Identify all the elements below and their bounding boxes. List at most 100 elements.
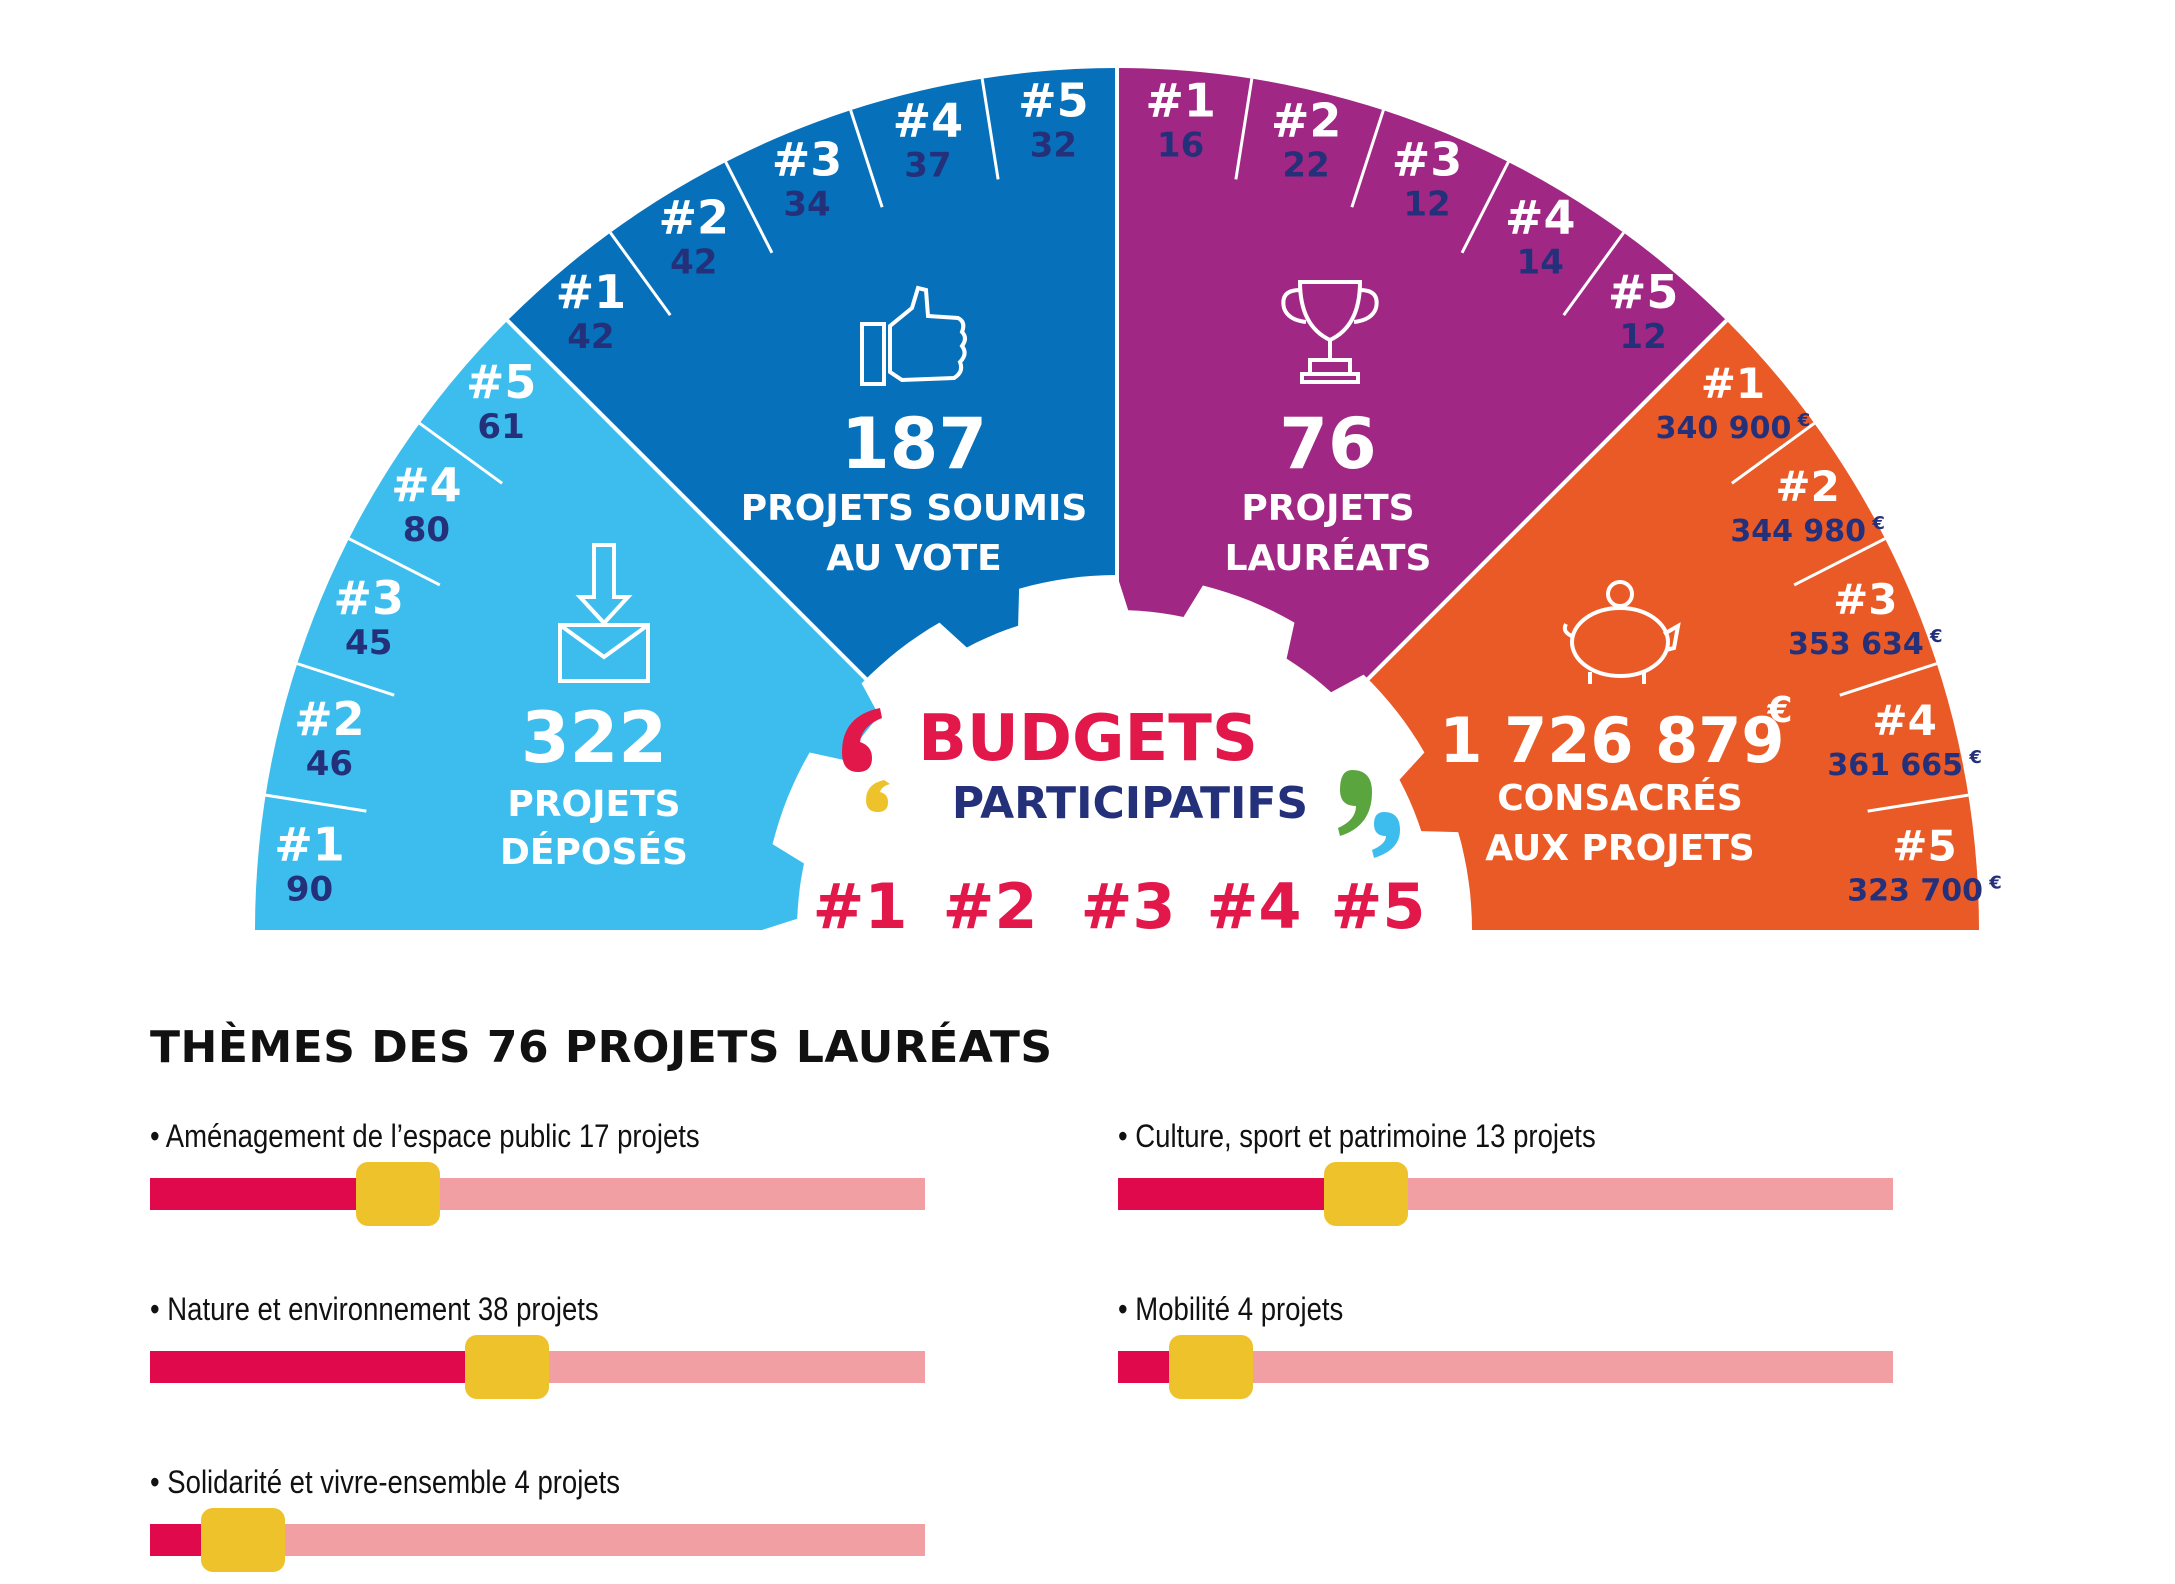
center-edition-label: #5 [1330, 870, 1425, 943]
edition-value-vote: 34 [783, 185, 830, 225]
edition-value-budget: 361 665 € [1827, 747, 1982, 783]
theme-bar-fill [1118, 1178, 1346, 1210]
laureats-line2: LAURÉATS [1225, 537, 1432, 579]
budget-fan-chart: 322 PROJETS DÉPOSÉS 187 PROJETS SOUMIS A… [255, 68, 2002, 943]
budget-total: 1 726 879 [1439, 704, 1784, 777]
edition-value-deposes: 90 [286, 869, 333, 909]
theme-label: • Solidarité et vivre-ensemble 4 projets [150, 1464, 621, 1500]
edition-currency: € [1866, 513, 1885, 534]
center-edition-label: #3 [1080, 870, 1175, 943]
edition-label-laureats: #2 [1271, 93, 1342, 147]
edition-separator [1793, 537, 1886, 587]
edition-label-budget: #1 [1701, 359, 1765, 408]
close-quote-icon [1338, 770, 1400, 858]
edition-value-budget: 323 700 € [1847, 872, 2002, 908]
theme-amenagement: • Aménagement de l’espace public 17 proj… [150, 1118, 925, 1238]
edition-value-budget: 353 634 € [1788, 626, 1943, 662]
edition-value-laureats: 22 [1282, 145, 1329, 185]
theme-bar-knob [1169, 1335, 1253, 1399]
theme-mobilite: • Mobilité 4 projets [1118, 1291, 1893, 1411]
theme-bar [1118, 1162, 1893, 1226]
edition-label-budget: #4 [1872, 696, 1936, 745]
edition-value-deposes: 61 [477, 407, 524, 447]
center-hub [762, 575, 1472, 930]
edition-separator [348, 537, 441, 587]
budgets-participatifs-logo: BUDGETS PARTICIPATIFS #1 #2 #3 #4 #5 [812, 702, 1425, 943]
edition-value-laureats: 12 [1619, 317, 1666, 357]
edition-separator [724, 161, 774, 254]
theme-bar [150, 1335, 925, 1399]
edition-value-laureats: 12 [1403, 185, 1450, 225]
edition-label-vote: #2 [659, 190, 730, 244]
edition-separator [1562, 231, 1625, 317]
laureats-line1: PROJETS [1241, 488, 1414, 529]
edition-separator [1350, 109, 1385, 208]
edition-separator [849, 109, 884, 208]
edition-separator [1839, 662, 1938, 697]
edition-label-deposes: #4 [391, 458, 462, 512]
center-edition-label: #4 [1206, 870, 1301, 943]
edition-label-deposes: #1 [274, 817, 345, 871]
edition-value-deposes: 46 [306, 744, 353, 784]
edition-label-laureats: #3 [1392, 133, 1463, 187]
theme-bar-knob [464, 1335, 549, 1399]
theme-bar-fill [150, 1178, 378, 1210]
vote-total: 187 [841, 403, 987, 485]
theme-bar [150, 1162, 925, 1226]
theme-bar [1118, 1335, 1893, 1399]
edition-separator [296, 662, 395, 697]
edition-label-budget: #5 [1892, 821, 1956, 870]
edition-label-deposes: #3 [333, 571, 404, 625]
edition-separator [1730, 422, 1816, 485]
trophy-icon [1281, 280, 1379, 384]
edition-currency: € [1791, 410, 1810, 431]
edition-value-vote: 37 [904, 145, 951, 185]
theme-solidarite: • Solidarité et vivre-ensemble 4 projets [150, 1464, 925, 1584]
theme-label: • Nature et environnement 38 projets [150, 1291, 599, 1327]
edition-value-budget: 340 900 € [1656, 410, 1811, 446]
open-quote-icon [842, 708, 890, 812]
edition-value-vote: 32 [1030, 126, 1077, 166]
budget-line1: CONSACRÉS [1497, 777, 1743, 819]
edition-value-vote: 42 [567, 317, 614, 357]
edition-label-deposes: #2 [294, 692, 365, 746]
vote-line2: AU VOTE [826, 538, 1002, 579]
edition-separator [980, 78, 1000, 180]
edition-value-budget: 344 980 € [1730, 513, 1885, 549]
theme-culture: • Culture, sport et patrimoine 13 projet… [1118, 1118, 1893, 1238]
edition-currency: € [1924, 626, 1943, 647]
edition-separator [418, 422, 504, 485]
theme-label: • Aménagement de l’espace public 17 proj… [150, 1118, 700, 1154]
edition-label-vote: #3 [772, 133, 843, 187]
edition-value-laureats: 16 [1157, 126, 1204, 166]
edition-label-vote: #1 [556, 265, 627, 319]
edition-label-laureats: #1 [1145, 74, 1216, 128]
budget-line2: AUX PROJETS [1485, 828, 1754, 869]
edition-value-deposes: 80 [403, 510, 450, 550]
laureats-total: 76 [1279, 403, 1376, 485]
edition-label-laureats: #5 [1608, 265, 1679, 319]
deposes-total: 322 [521, 697, 667, 779]
center-edition-label: #2 [942, 870, 1037, 943]
theme-label: • Culture, sport et patrimoine 13 projet… [1118, 1118, 1596, 1154]
edition-separator [1460, 161, 1510, 254]
edition-value-vote: 42 [670, 242, 717, 282]
budget-total-currency: € [1766, 690, 1792, 731]
edition-currency: € [1983, 872, 2002, 893]
logo-title-budgets: BUDGETS [918, 702, 1258, 776]
theme-bar-fill [150, 1351, 487, 1383]
themes-title: THÈMES DES 76 PROJETS LAURÉATS [150, 1022, 1053, 1073]
edition-separator [1234, 78, 1254, 180]
edition-label-budget: #2 [1775, 462, 1839, 511]
logo-title-participatifs: PARTICIPATIFS [952, 778, 1308, 829]
edition-label-deposes: #5 [466, 355, 537, 409]
center-editions: #1 #2 #3 #4 #5 [812, 870, 1425, 943]
deposes-line1: PROJETS [507, 784, 680, 825]
edition-label-budget: #3 [1833, 575, 1897, 624]
edition-separators [265, 78, 1969, 813]
edition-label-vote: #4 [893, 93, 964, 147]
edition-labels: #190#246#345#480#561#142#242#334#437#532… [274, 74, 2002, 910]
center-edition-label: #1 [812, 870, 907, 943]
edition-label-vote: #5 [1018, 74, 1089, 128]
theme-nature: • Nature et environnement 38 projets [150, 1291, 925, 1411]
